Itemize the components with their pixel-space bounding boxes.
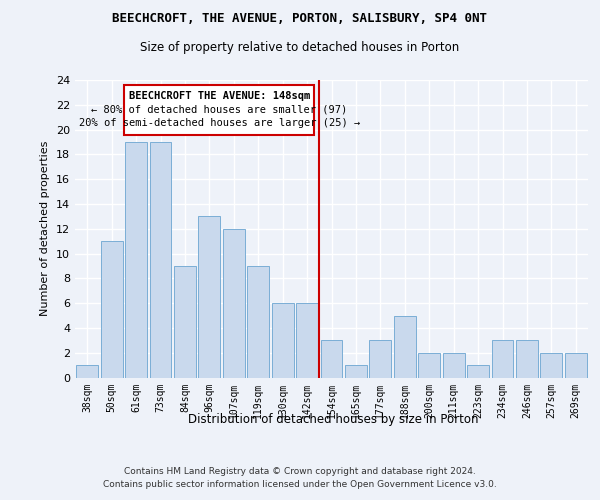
Y-axis label: Number of detached properties: Number of detached properties (40, 141, 50, 316)
Bar (320, 340, 343, 378)
Bar (223, 229, 245, 378)
Bar (491, 340, 514, 378)
Bar (345, 365, 367, 378)
Text: Size of property relative to detached houses in Porton: Size of property relative to detached ho… (140, 41, 460, 54)
Bar (443, 352, 464, 378)
Bar (125, 142, 147, 378)
Text: 20% of semi-detached houses are larger (25) →: 20% of semi-detached houses are larger (… (79, 118, 360, 128)
Text: BEECHCROFT THE AVENUE: 148sqm: BEECHCROFT THE AVENUE: 148sqm (128, 90, 310, 101)
Bar (272, 303, 293, 378)
Bar (516, 340, 538, 378)
Bar (565, 352, 587, 378)
Text: ← 80% of detached houses are smaller (97): ← 80% of detached houses are smaller (97… (91, 104, 347, 114)
Text: Contains public sector information licensed under the Open Government Licence v3: Contains public sector information licen… (103, 480, 497, 489)
Bar (247, 266, 269, 378)
Bar (76, 365, 98, 378)
Bar (174, 266, 196, 378)
Bar (149, 142, 172, 378)
Bar (370, 340, 391, 378)
Text: Contains HM Land Registry data © Crown copyright and database right 2024.: Contains HM Land Registry data © Crown c… (124, 468, 476, 476)
Bar (394, 316, 416, 378)
Bar (101, 241, 122, 378)
Text: BEECHCROFT, THE AVENUE, PORTON, SALISBURY, SP4 0NT: BEECHCROFT, THE AVENUE, PORTON, SALISBUR… (113, 12, 487, 26)
Bar (467, 365, 489, 378)
Bar (296, 303, 318, 378)
Text: Distribution of detached houses by size in Porton: Distribution of detached houses by size … (188, 412, 478, 426)
Bar (418, 352, 440, 378)
Bar (541, 352, 562, 378)
FancyBboxPatch shape (124, 85, 314, 134)
Bar (199, 216, 220, 378)
